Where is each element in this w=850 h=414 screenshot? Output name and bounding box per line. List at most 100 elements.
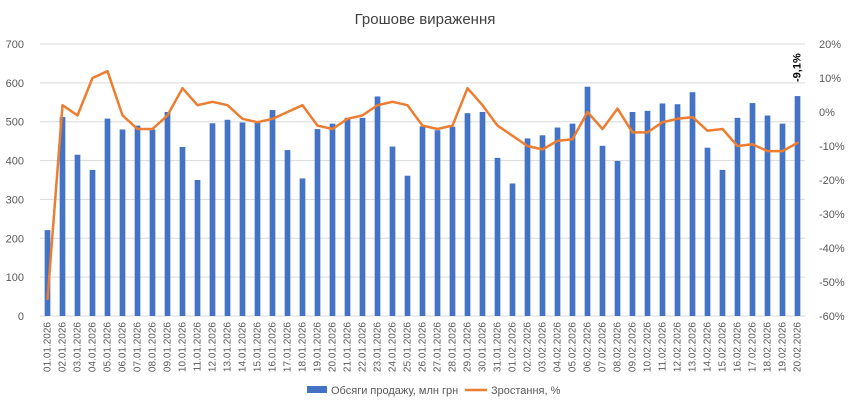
line-point xyxy=(61,104,64,106)
line-point xyxy=(136,128,139,130)
bar xyxy=(344,117,351,316)
bar xyxy=(134,125,141,316)
x-tick-label: 25.01.2026 xyxy=(403,322,414,372)
line-point xyxy=(616,107,619,110)
line-point xyxy=(481,104,484,106)
line-point xyxy=(181,87,184,89)
bar xyxy=(689,92,696,316)
line-point xyxy=(571,138,574,140)
bar xyxy=(569,123,576,317)
line-point xyxy=(451,124,454,127)
line-point xyxy=(271,118,274,120)
y-right-tick-label: -40% xyxy=(819,243,845,255)
bar xyxy=(674,104,681,316)
data-label: -9,1% xyxy=(792,53,804,82)
line-point xyxy=(541,148,544,151)
line-point xyxy=(331,128,334,130)
x-tick-label: 05.02.2026 xyxy=(568,322,579,372)
line-point xyxy=(631,131,634,134)
x-tick-label: 26.01.2026 xyxy=(418,322,429,372)
legend-label-line: Зростання, % xyxy=(491,385,561,397)
line-point xyxy=(211,101,214,103)
bar xyxy=(659,103,666,316)
x-tick-label: 16.01.2026 xyxy=(268,322,279,372)
bar xyxy=(269,110,276,316)
line-point xyxy=(286,111,289,113)
x-tick-label: 04.01.2026 xyxy=(88,322,99,372)
bar xyxy=(239,122,246,317)
x-tick-label: 04.02.2026 xyxy=(553,322,564,372)
line-point xyxy=(106,70,109,72)
x-tick-label: 10.02.2026 xyxy=(643,322,654,372)
x-tick-label: 18.02.2026 xyxy=(763,322,774,372)
x-tick-label: 15.01.2026 xyxy=(253,322,264,372)
x-tick-label: 13.02.2026 xyxy=(688,322,699,372)
bar xyxy=(434,130,441,316)
line-point xyxy=(466,87,469,89)
x-tick-label: 16.02.2026 xyxy=(733,322,744,372)
bar xyxy=(644,110,651,316)
bar xyxy=(164,112,171,316)
bar xyxy=(149,129,156,316)
y-left-tick-label: 500 xyxy=(6,117,24,129)
x-tick-label: 17.02.2026 xyxy=(748,322,759,372)
bar xyxy=(464,113,471,316)
x-tick-label: 31.01.2026 xyxy=(493,322,504,372)
y-right-tick-label: -20% xyxy=(819,175,845,187)
x-tick-label: 05.01.2026 xyxy=(103,322,114,372)
line-point xyxy=(301,104,304,106)
y-right-tick-label: -50% xyxy=(819,277,845,289)
x-tick-label: 19.01.2026 xyxy=(313,322,324,372)
line-point xyxy=(121,114,124,117)
line-point xyxy=(526,145,529,147)
bar xyxy=(479,112,486,316)
x-tick-label: 12.02.2026 xyxy=(673,322,684,372)
line-point xyxy=(661,121,664,123)
bar xyxy=(779,123,786,317)
bar xyxy=(359,117,366,316)
x-tick-label: 17.01.2026 xyxy=(283,322,294,372)
bar xyxy=(794,96,801,316)
bar xyxy=(719,169,726,316)
x-tick-label: 03.02.2026 xyxy=(538,322,549,372)
bar xyxy=(404,175,411,316)
x-tick-label: 22.01.2026 xyxy=(358,322,369,372)
x-tick-label: 09.01.2026 xyxy=(163,322,174,372)
line-point xyxy=(226,104,229,106)
x-tick-label: 20.02.2026 xyxy=(793,322,804,372)
legend-swatch-bar xyxy=(307,386,327,393)
bar xyxy=(704,147,711,316)
x-tick-label: 07.02.2026 xyxy=(598,322,609,372)
line-point xyxy=(421,124,424,127)
x-tick-label: 06.01.2026 xyxy=(118,322,129,372)
x-tick-label: 13.01.2026 xyxy=(223,322,234,372)
bar xyxy=(74,154,81,316)
y-right-tick-label: 20% xyxy=(819,39,841,51)
x-tick-label: 03.01.2026 xyxy=(73,322,84,372)
line-point xyxy=(241,118,244,120)
bar xyxy=(629,112,636,316)
line-point xyxy=(436,128,439,130)
x-tick-label: 30.01.2026 xyxy=(478,322,489,372)
bar xyxy=(329,123,336,317)
bar xyxy=(584,86,591,316)
y-axis-left: 0 100 200 300 400 500 600 700 xyxy=(6,39,24,323)
line-point xyxy=(256,121,259,123)
bar xyxy=(314,129,321,316)
x-tick-label: 11.01.2026 xyxy=(193,322,204,372)
legend: Обсяги продажу, млн грн Зростання, % xyxy=(307,385,561,397)
bar xyxy=(254,121,261,316)
bar xyxy=(119,129,126,316)
line-point xyxy=(166,114,169,117)
bar xyxy=(104,118,111,316)
y-right-tick-label: -30% xyxy=(819,209,845,221)
bar xyxy=(524,138,531,316)
bar xyxy=(494,157,501,316)
x-tick-label: 18.01.2026 xyxy=(298,322,309,372)
bar xyxy=(764,115,771,316)
bar xyxy=(734,117,741,316)
line-point xyxy=(496,124,499,127)
y-left-tick-label: 600 xyxy=(6,78,24,90)
line-point xyxy=(556,140,559,142)
